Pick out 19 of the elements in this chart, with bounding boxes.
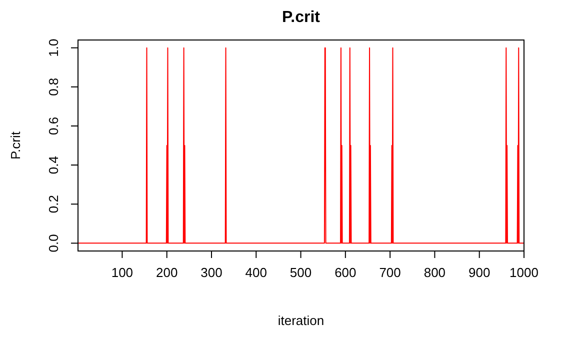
y-axis-title: P.crit <box>8 131 23 160</box>
x-tick-label: 100 <box>111 265 134 280</box>
x-axis-title: iteration <box>278 313 324 328</box>
chart-title: P.crit <box>282 9 321 26</box>
x-tick-label: 800 <box>424 265 446 280</box>
x-tick-label: 700 <box>379 265 401 280</box>
x-tick-label: 200 <box>156 265 178 280</box>
x-tick-label: 500 <box>290 265 312 280</box>
x-tick-label: 1000 <box>510 265 538 280</box>
y-tick-label: 0.6 <box>46 116 61 135</box>
x-tick-label: 300 <box>200 265 222 280</box>
x-tick-label: 600 <box>334 265 356 280</box>
y-tick-label: 0.2 <box>46 195 61 214</box>
x-tick-label: 900 <box>468 265 490 280</box>
y-tick-label: 0.8 <box>46 78 61 96</box>
y-tick-label: 0.0 <box>46 234 61 252</box>
y-tick-label: 1.0 <box>46 38 61 57</box>
y-tick-label: 0.4 <box>46 156 61 174</box>
x-tick-label: 400 <box>245 265 267 280</box>
